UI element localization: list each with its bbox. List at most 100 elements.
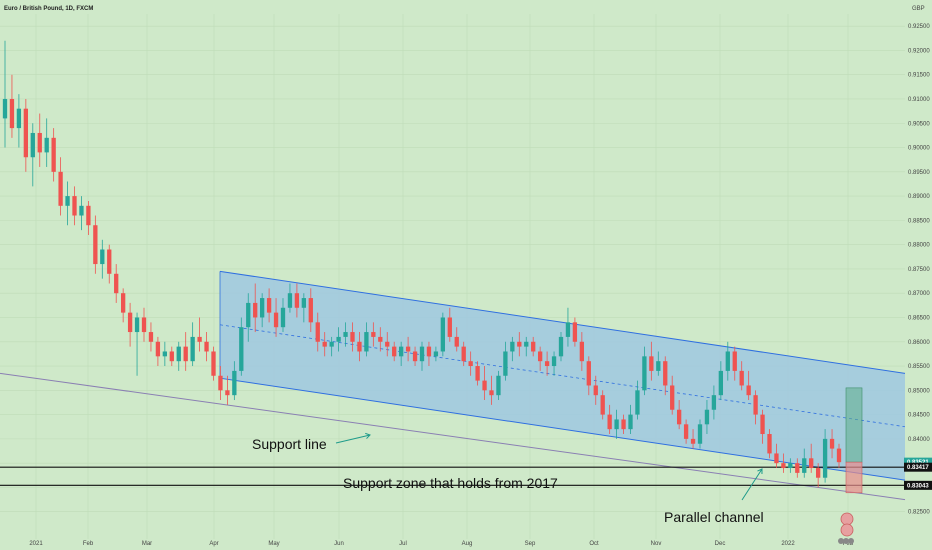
candle-body	[802, 458, 807, 473]
channel-mid-line	[219, 324, 906, 428]
support-line-layer	[0, 372, 906, 501]
candle-body	[642, 356, 647, 391]
support-line-arrow	[335, 434, 371, 444]
time-tick-label: Sep	[525, 541, 536, 547]
candle-body	[183, 346, 188, 362]
candle-body	[746, 385, 751, 396]
position-stop-zone	[845, 461, 863, 494]
price-tick-label: 0.84500	[908, 413, 930, 419]
candle-body	[280, 307, 286, 328]
price-tick-label: 0.90500	[908, 121, 930, 127]
candle-body	[649, 356, 654, 371]
candle-body	[412, 351, 418, 362]
candle-body	[781, 463, 786, 469]
candle-body	[725, 351, 730, 371]
annotation-arrows-layer	[335, 432, 763, 501]
candle-body	[475, 366, 480, 381]
candle-body	[510, 341, 515, 352]
time-tick-label: 2021	[29, 541, 43, 547]
candle-body	[100, 249, 105, 265]
price-tick-label: 0.90000	[908, 146, 930, 152]
time-tick-label: Feb	[83, 541, 94, 547]
price-tick-label: 0.92500	[908, 24, 930, 30]
candle-body	[239, 327, 244, 371]
candle-body	[218, 375, 223, 391]
support-zone-layer	[0, 466, 905, 486]
price-tick-label: 0.85500	[908, 364, 930, 370]
support-zone-label: Support zone that holds from 2017	[343, 475, 558, 491]
candle-body	[795, 463, 800, 473]
candle-body	[656, 361, 661, 371]
replay-icon[interactable]	[838, 512, 854, 544]
time-axis[interactable]: 2021 Feb Mar Apr May Jun Jul Aug Sep Oct Nov Dec 202…	[29, 541, 854, 547]
candle-body	[739, 370, 744, 386]
candle-body	[579, 341, 585, 362]
price-tag-bg	[904, 457, 932, 467]
position-tool-layer[interactable]	[845, 387, 863, 494]
candle-body	[718, 370, 724, 396]
candle-body	[273, 312, 279, 328]
candle-body	[690, 438, 696, 444]
price-tick-label: 0.86500	[908, 315, 930, 321]
position-target-zone	[845, 387, 863, 463]
price-tag-bg	[904, 480, 932, 490]
candle-body	[329, 341, 334, 347]
candle-body	[628, 414, 633, 430]
candle-body	[517, 341, 522, 347]
candle-body	[371, 332, 376, 337]
channel-fill	[220, 271, 905, 481]
price-tick-label: 0.89500	[908, 170, 930, 176]
candle-body	[836, 448, 842, 463]
candle-body	[815, 468, 821, 478]
candle-body	[385, 341, 390, 347]
candle-body	[148, 332, 154, 342]
candle-body	[704, 409, 710, 425]
candle-body	[607, 414, 612, 430]
price-tick-label: 0.87000	[908, 291, 930, 297]
candle-body	[614, 419, 619, 430]
candle-body	[30, 132, 35, 158]
candle-body	[767, 434, 772, 454]
chart-title: Euro / British Pound, 1D, FXCM	[4, 6, 93, 12]
candle-body	[120, 293, 126, 313]
candle-body	[37, 132, 42, 153]
candle-body	[197, 336, 202, 342]
candle-body	[551, 356, 557, 367]
price-tick-label: 0.82500	[908, 510, 930, 516]
candle-body	[788, 463, 793, 469]
price-axis[interactable]: 0.92500 0.92000 0.91500 0.91000 0.90500 0.900…	[908, 24, 930, 516]
candle-body	[378, 336, 383, 342]
candle-body	[225, 390, 230, 396]
candle-body	[232, 370, 237, 396]
candle-body	[670, 385, 675, 410]
candle-body	[294, 293, 300, 308]
candle-body	[141, 317, 147, 333]
candle-body	[440, 317, 446, 352]
candle-body	[586, 361, 591, 386]
candle-body	[537, 351, 543, 362]
candle-body	[697, 424, 703, 444]
candle-body	[287, 293, 293, 308]
candles-layer	[2, 40, 842, 488]
candle-body	[419, 346, 425, 362]
candle-body	[683, 424, 689, 439]
candle-body	[732, 351, 737, 371]
candle-body	[482, 380, 487, 391]
candle-body	[322, 341, 327, 347]
price-tick-label: 0.91500	[908, 73, 930, 79]
price-tag-label: 0.83417	[907, 465, 929, 471]
candle-body	[364, 332, 369, 352]
candle-body	[65, 196, 70, 206]
candle-body	[405, 346, 411, 352]
candle-body	[503, 351, 508, 376]
support-line-label: Support line	[252, 436, 327, 452]
channel-arrow	[741, 468, 763, 501]
candle-body	[336, 336, 341, 342]
candle-body	[204, 341, 209, 352]
price-tick-label: 0.86000	[908, 340, 930, 346]
candle-body	[16, 108, 22, 129]
candle-body	[211, 351, 216, 376]
time-tick-label: Aug	[462, 541, 473, 547]
